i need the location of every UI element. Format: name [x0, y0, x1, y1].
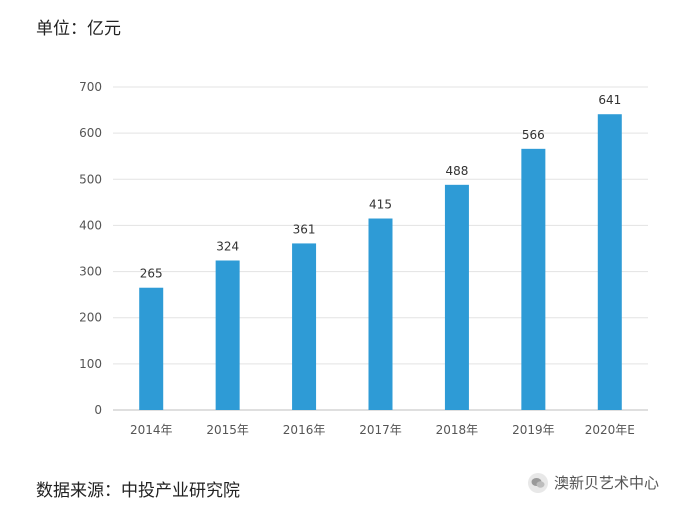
y-tick-label: 600	[79, 126, 102, 140]
x-tick-label: 2019年	[512, 423, 555, 437]
x-tick-label: 2018年	[436, 423, 479, 437]
bar	[215, 260, 240, 410]
bar	[368, 218, 393, 410]
bar	[444, 184, 469, 410]
y-tick-label: 100	[79, 357, 102, 371]
y-tick-label: 300	[79, 265, 102, 279]
watermark-text: 澳新贝艺术中心	[553, 474, 659, 492]
data-labels: 265 324 361 415 488 566 641	[140, 93, 621, 280]
data-label: 361	[293, 222, 316, 236]
bar	[521, 148, 546, 410]
wechat-icon	[527, 472, 548, 493]
y-tick-label: 500	[79, 172, 102, 186]
x-tick-label: 2020年E	[585, 423, 635, 437]
y-tick-label: 700	[79, 80, 102, 94]
data-label: 488	[445, 164, 468, 178]
source-label: 数据来源：中投产业研究院	[36, 481, 240, 501]
y-tick-label: 200	[79, 311, 102, 325]
x-tick-label: 2017年	[359, 423, 402, 437]
x-axis-categories: 2014年 2015年 2016年 2017年 2018年 2019年 2020年E	[130, 423, 635, 437]
bar	[597, 114, 622, 410]
bars	[139, 114, 622, 410]
data-label: 324	[216, 239, 239, 253]
y-tick-label: 400	[79, 218, 102, 232]
watermark: 澳新贝艺术中心	[527, 472, 659, 493]
bar	[139, 287, 164, 410]
y-tick-label: 0	[94, 403, 102, 417]
y-axis-ticks: 0 100 200 300 400 500 600 700	[79, 80, 102, 417]
x-tick-label: 2015年	[206, 423, 249, 437]
data-label: 641	[598, 93, 621, 107]
unit-label: 单位：亿元	[36, 19, 121, 39]
x-tick-label: 2016年	[283, 423, 326, 437]
data-label: 265	[140, 267, 163, 281]
bar	[292, 243, 317, 410]
data-label: 415	[369, 198, 392, 212]
x-tick-label: 2014年	[130, 423, 173, 437]
data-label: 566	[522, 128, 545, 142]
